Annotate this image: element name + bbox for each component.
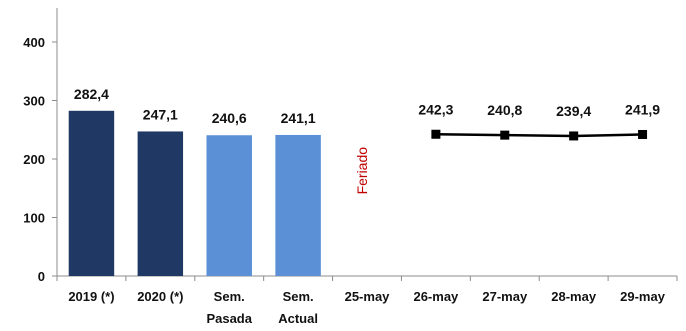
y-tick-label: 200: [23, 152, 45, 167]
bar: [68, 110, 115, 277]
series-line: [435, 133, 643, 138]
data-labels: 282,4 247,1 240,6 241,1 242,3 240,8 239,4 241,9: [74, 86, 660, 126]
bar: [275, 134, 321, 276]
x-tick-label: Pasada: [206, 311, 252, 326]
y-tick-label: 400: [23, 35, 45, 50]
x-tick-label: 2019 (*): [68, 289, 114, 304]
x-tick-label: Actual: [278, 311, 318, 326]
x-tick-label: 26-may: [413, 289, 459, 304]
line-point-marker: [500, 130, 510, 140]
x-tick-label: Sem.: [283, 289, 314, 304]
y-tick-label: 100: [23, 211, 45, 226]
bar-data-label: 247,1: [143, 106, 178, 122]
line-point-marker: [638, 129, 648, 139]
bar-data-label: 282,4: [74, 86, 109, 102]
y-tick-label: 300: [23, 94, 45, 109]
annotations: Feriado: [354, 147, 370, 195]
line-point-marker: [431, 129, 441, 139]
bar-data-label: 241,1: [281, 110, 316, 126]
bars: [68, 110, 321, 277]
line-data-label: 242,3: [418, 101, 453, 117]
line-series: [431, 129, 648, 141]
x-tick-label: Sem.: [214, 289, 245, 304]
y-tick-label: 0: [38, 269, 45, 284]
line-data-label: 240,8: [487, 102, 522, 118]
x-tick-label: 28-may: [551, 289, 597, 304]
bar: [206, 135, 252, 276]
bar: [137, 131, 184, 276]
line-data-label: 239,4: [556, 103, 591, 119]
x-tick-label: 27-may: [482, 289, 528, 304]
x-tick-label: 2020 (*): [137, 289, 183, 304]
x-tick-label: 25-may: [345, 289, 391, 304]
y-tick-labels: 0 100 200 300 400: [23, 35, 45, 284]
x-tick-labels: 2019 (*) 2020 (*) Sem. Pasada Sem. Actual 25-m…: [68, 289, 665, 326]
x-tick-label: 29-may: [620, 289, 666, 304]
line-point-marker: [569, 131, 579, 141]
bar-data-label: 240,6: [212, 110, 247, 126]
line-data-label: 241,9: [625, 101, 660, 117]
feriado-annotation: Feriado: [354, 147, 370, 195]
